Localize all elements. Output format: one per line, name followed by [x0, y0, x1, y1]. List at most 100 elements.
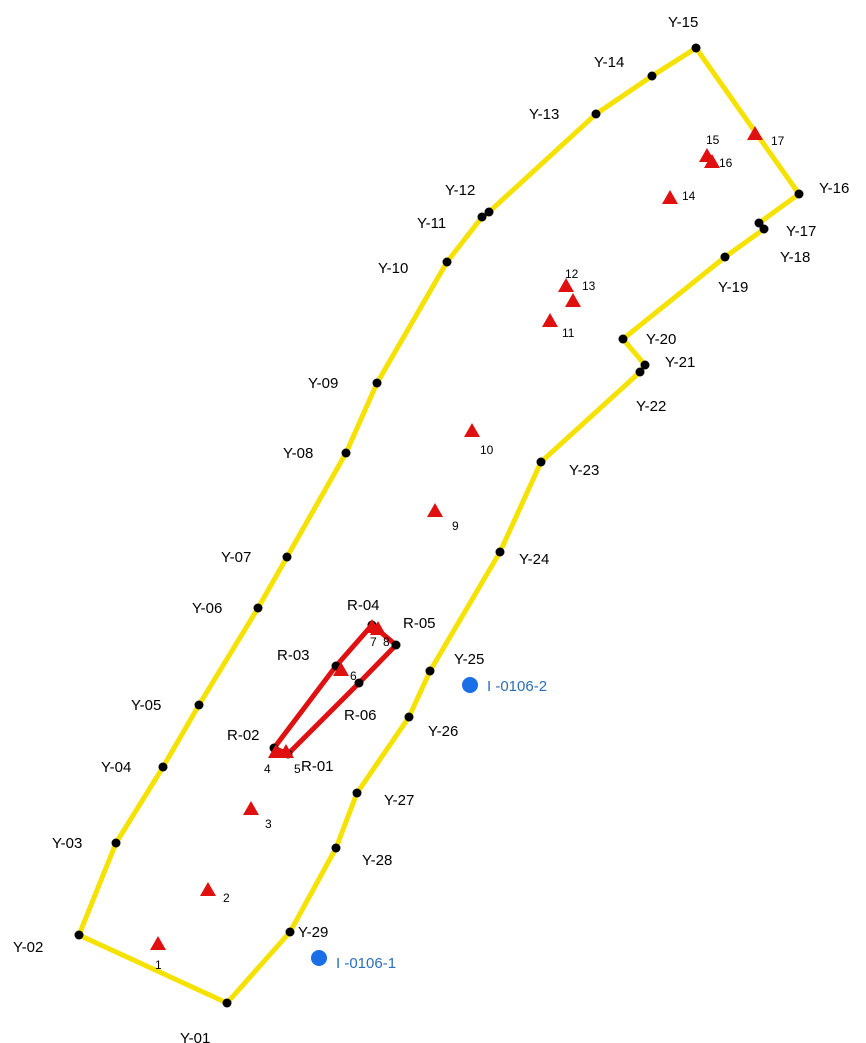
boundary-point-label: Y-05 — [131, 697, 161, 714]
vertex-dot-icon — [372, 378, 382, 388]
blue-circle-icon — [311, 950, 327, 966]
boundary-point-label: Y-03 — [52, 835, 82, 852]
vertex-dot-icon — [794, 189, 804, 199]
marker-label: 15 — [706, 133, 720, 147]
boundary-point-label: Y-29 — [298, 924, 328, 941]
marker-label: 6 — [350, 669, 357, 683]
boundary-point-label: Y-18 — [780, 249, 810, 266]
vertex-dot-icon — [591, 109, 601, 119]
boundary-point-label: Y-28 — [362, 852, 392, 869]
vertex-dot-icon — [111, 838, 121, 848]
vertex-dot-icon — [536, 457, 546, 467]
marker-label: 2 — [223, 891, 230, 905]
marker-label: 8 — [383, 635, 390, 649]
vertex-dot-icon — [194, 700, 204, 710]
boundary-point-label: Y-02 — [13, 939, 43, 956]
boundary-point-label: Y-11 — [417, 215, 446, 232]
wells: I -0106-1 I -0106-2 — [311, 677, 547, 972]
boundary-point-label: Y-21 — [665, 354, 695, 371]
marker-label: 9 — [452, 519, 459, 533]
marker-label: 7 — [370, 635, 377, 649]
boundary-point-label: Y-24 — [519, 551, 549, 568]
red-triangle-icon — [704, 154, 720, 168]
marker-label: 4 — [264, 762, 271, 776]
boundary-point-label: Y-07 — [221, 549, 251, 566]
boundary-point-label: Y-14 — [594, 54, 624, 71]
red-triangle-icon — [278, 744, 294, 758]
marker-label: 14 — [682, 189, 696, 203]
vertex-dot-icon — [282, 552, 292, 562]
boundary-point-label: Y-15 — [668, 14, 698, 31]
marker-label: 1 — [155, 958, 162, 972]
boundary-point-label: Y-13 — [529, 106, 559, 123]
red-triangle-icon — [427, 503, 443, 517]
inner-point-label: R-06 — [344, 707, 377, 724]
vertex-dot-icon — [635, 367, 645, 377]
marker-label: 12 — [565, 267, 579, 281]
boundary-point-label: Y-25 — [454, 651, 484, 668]
vertex-dot-icon — [484, 207, 494, 217]
marker-label: 16 — [719, 156, 733, 170]
site-boundary-line — [76, 45, 802, 1006]
inner-point-label: R-04 — [347, 597, 380, 614]
inner-point-label: R-05 — [403, 615, 436, 632]
vertex-dot-icon — [618, 334, 628, 344]
red-triangle-icon — [542, 313, 558, 327]
vertex-dot-icon — [754, 218, 764, 228]
vertex-dot-icon — [285, 927, 295, 937]
marker-label: 17 — [771, 134, 785, 148]
boundary-point-label: Y-10 — [378, 260, 408, 277]
vertex-dot-icon — [404, 712, 414, 722]
red-triangle-icon — [150, 936, 166, 950]
vertex-dot-icon — [691, 43, 701, 53]
vertex-dot-icon — [331, 843, 341, 853]
vertex-dot-icon — [425, 666, 435, 676]
blue-circle-icon — [462, 677, 478, 693]
boundary-point-label: Y-23 — [569, 462, 599, 479]
red-triangle-icon — [464, 423, 480, 437]
boundary-point-label: Y-26 — [428, 723, 458, 740]
inner-point-label: R-03 — [277, 647, 310, 664]
red-triangle-icon — [243, 801, 259, 815]
vertex-dot-icon — [352, 788, 362, 798]
vertex-dot-icon — [341, 448, 351, 458]
red-triangle-icon — [200, 882, 216, 896]
boundary-point-label: Y-06 — [192, 600, 222, 617]
vertex-dot-icon — [253, 603, 263, 613]
boundary-point-label: Y-17 — [786, 223, 816, 240]
red-triangle-icon — [565, 293, 581, 307]
vertex-dot-icon — [759, 224, 769, 234]
vertex-dot-icon — [647, 71, 657, 81]
well-label: I -0106-1 — [336, 955, 396, 972]
boundary-point-label: Y-19 — [718, 279, 748, 296]
boundary-point-label: Y-04 — [101, 759, 131, 776]
vertex-dot-icon — [354, 678, 364, 688]
marker-label: 13 — [582, 279, 596, 293]
boundary-point-label: Y-09 — [308, 375, 338, 392]
vertex-dot-icon — [74, 930, 84, 940]
inner-point-label: R-01 — [301, 758, 334, 775]
vertex-dot-icon — [222, 998, 232, 1008]
boundary-point-label: Y-16 — [819, 180, 849, 197]
boundary-point-label: Y-12 — [445, 182, 475, 199]
red-triangle-icon — [370, 621, 386, 635]
marker-label: 10 — [480, 443, 494, 457]
vertex-dot-icon — [640, 360, 650, 370]
boundary-point-label: Y-20 — [646, 331, 676, 348]
red-triangle-icon — [662, 190, 678, 204]
red-triangle-icon — [558, 278, 574, 292]
vertex-dot-icon — [720, 252, 730, 262]
red-triangle-icon — [747, 126, 763, 140]
boundary-point-label: Y-27 — [384, 792, 414, 809]
boundary-point-label: Y-22 — [636, 398, 666, 415]
vertex-dot-icon — [442, 257, 452, 267]
red-triangle-icon — [333, 662, 349, 676]
inner-point-label: R-02 — [227, 727, 260, 744]
vertex-dot-icon — [477, 212, 487, 222]
inner-boundary-line — [271, 622, 399, 757]
marker-label: 11 — [562, 326, 575, 340]
boundary-point-label: Y-08 — [283, 445, 313, 462]
vertex-points: Y-01 Y-02 Y-03 Y-04 Y-05 Y-06 Y-07 Y-08 Y-09 Y-10… — [13, 14, 849, 1043]
